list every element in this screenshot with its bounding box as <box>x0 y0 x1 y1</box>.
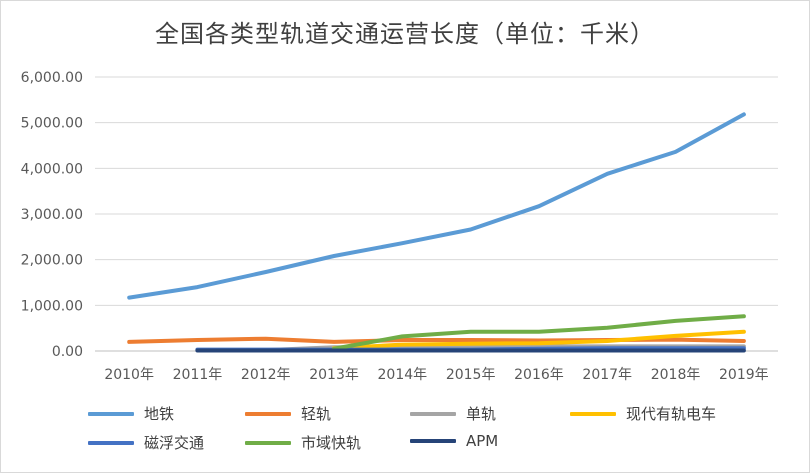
x-tick-label: 2018年 <box>651 367 701 383</box>
legend-label: 磁浮交通 <box>144 434 205 452</box>
x-tick-label: 2015年 <box>446 367 496 383</box>
y-tick-label: 4,000.00 <box>21 161 83 177</box>
legend-label: 市域快轨 <box>301 434 362 452</box>
x-tick-label: 2010年 <box>104 367 154 383</box>
legend-swatch <box>88 411 134 416</box>
x-tick-label: 2011年 <box>173 367 223 383</box>
legend-swatch <box>570 411 616 416</box>
x-tick-label: 2017年 <box>582 367 632 383</box>
chart-title: 全国各类型轨道交通运营长度（单位：千米） <box>155 20 655 48</box>
series-line <box>127 112 746 300</box>
x-tick-label: 2014年 <box>378 367 428 383</box>
legend-label: 单轨 <box>466 405 497 423</box>
legend-item: APM <box>410 432 498 450</box>
legend-label: 地铁 <box>144 405 175 423</box>
y-tick-label: 3,000.00 <box>21 207 83 223</box>
y-tick-label: 6,000.00 <box>21 70 83 86</box>
y-tick-label: 0.00 <box>52 344 83 360</box>
y-tick-label: 2,000.00 <box>21 253 83 269</box>
y-tick-label: 1,000.00 <box>21 298 83 314</box>
legend-swatch <box>410 411 456 416</box>
x-tick-label: 2019年 <box>719 367 769 383</box>
legend-label: 现代有轨电车 <box>626 405 717 423</box>
legend-item: 现代有轨电车 <box>570 403 716 424</box>
x-tick-label: 2016年 <box>514 367 564 383</box>
x-tick-label: 2013年 <box>309 367 359 383</box>
legend-item: 磁浮交通 <box>88 432 204 453</box>
legend-item: 市域快轨 <box>245 432 361 453</box>
legend-swatch <box>410 439 456 443</box>
legend-item: 单轨 <box>410 403 496 424</box>
series-line <box>332 329 746 351</box>
legend-item: 地铁 <box>88 403 174 424</box>
legend-item: 轻轨 <box>245 403 331 424</box>
x-tick-label: 2012年 <box>241 367 291 383</box>
legend-swatch <box>245 411 291 416</box>
legend-swatch <box>88 440 134 445</box>
legend-label: APM <box>466 432 499 450</box>
legend-label: 轻轨 <box>301 405 332 423</box>
y-tick-label: 5,000.00 <box>21 116 83 132</box>
legend-swatch <box>245 440 291 445</box>
series-line <box>332 314 746 351</box>
